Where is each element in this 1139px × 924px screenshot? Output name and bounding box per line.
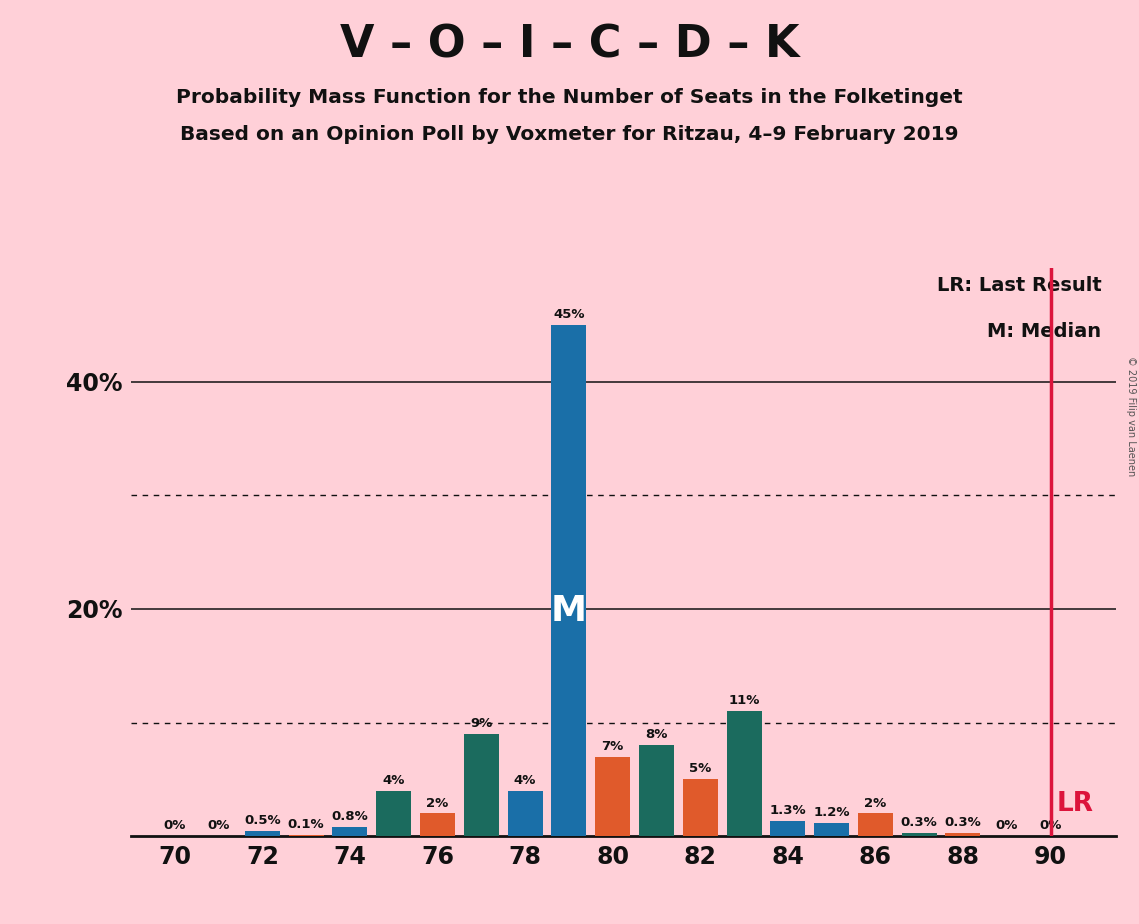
Text: 11%: 11% [728, 694, 760, 707]
Text: 0%: 0% [1040, 820, 1062, 833]
Text: Probability Mass Function for the Number of Seats in the Folketinget: Probability Mass Function for the Number… [177, 88, 962, 107]
Text: M: M [551, 594, 587, 628]
Bar [464, 734, 499, 836]
Bar [902, 833, 936, 836]
Bar [420, 813, 454, 836]
Bar [858, 813, 893, 836]
Text: 0%: 0% [207, 820, 230, 833]
Text: 0%: 0% [995, 820, 1018, 833]
Bar [682, 780, 718, 836]
Text: 7%: 7% [601, 740, 624, 753]
Bar [770, 821, 805, 836]
Text: 5%: 5% [689, 762, 712, 775]
Text: 0.8%: 0.8% [331, 810, 368, 823]
Text: 1.3%: 1.3% [770, 805, 806, 818]
Bar [596, 757, 630, 836]
Text: 0.3%: 0.3% [901, 816, 937, 829]
Text: 0%: 0% [164, 820, 186, 833]
Text: 2%: 2% [865, 796, 886, 809]
Bar [245, 831, 280, 836]
Text: Based on an Opinion Poll by Voxmeter for Ritzau, 4–9 February 2019: Based on an Opinion Poll by Voxmeter for… [180, 125, 959, 144]
Text: 8%: 8% [646, 728, 667, 741]
Text: 0.3%: 0.3% [944, 816, 982, 829]
Text: 9%: 9% [470, 717, 492, 730]
Bar [945, 833, 981, 836]
Bar [727, 711, 762, 836]
Bar [508, 791, 542, 836]
Text: LR: Last Result: LR: Last Result [936, 276, 1101, 296]
Text: 0.5%: 0.5% [244, 813, 280, 827]
Text: 4%: 4% [383, 773, 404, 786]
Text: 1.2%: 1.2% [813, 806, 850, 819]
Bar [376, 791, 411, 836]
Bar [639, 746, 674, 836]
Text: © 2019 Filip van Laenen: © 2019 Filip van Laenen [1126, 356, 1136, 476]
Bar [814, 822, 849, 836]
Bar [288, 835, 323, 836]
Text: M: Median: M: Median [988, 322, 1101, 341]
Text: 0.1%: 0.1% [288, 818, 325, 831]
Bar [551, 325, 587, 836]
Text: LR: LR [1057, 791, 1095, 818]
Text: 2%: 2% [426, 796, 449, 809]
Text: 45%: 45% [554, 308, 584, 321]
Text: 4%: 4% [514, 773, 536, 786]
Bar [333, 827, 368, 836]
Text: V – O – I – C – D – K: V – O – I – C – D – K [339, 23, 800, 67]
